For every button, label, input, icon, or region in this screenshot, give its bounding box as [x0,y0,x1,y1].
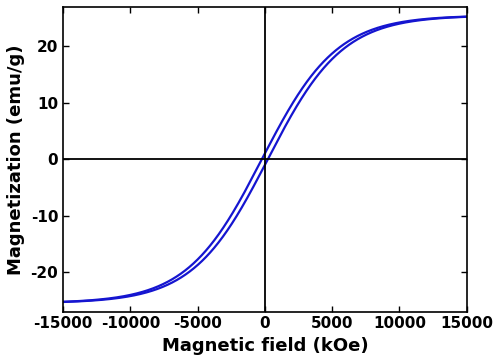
Y-axis label: Magnetization (emu/g): Magnetization (emu/g) [7,44,25,274]
X-axis label: Magnetic field (kOe): Magnetic field (kOe) [162,337,368,355]
